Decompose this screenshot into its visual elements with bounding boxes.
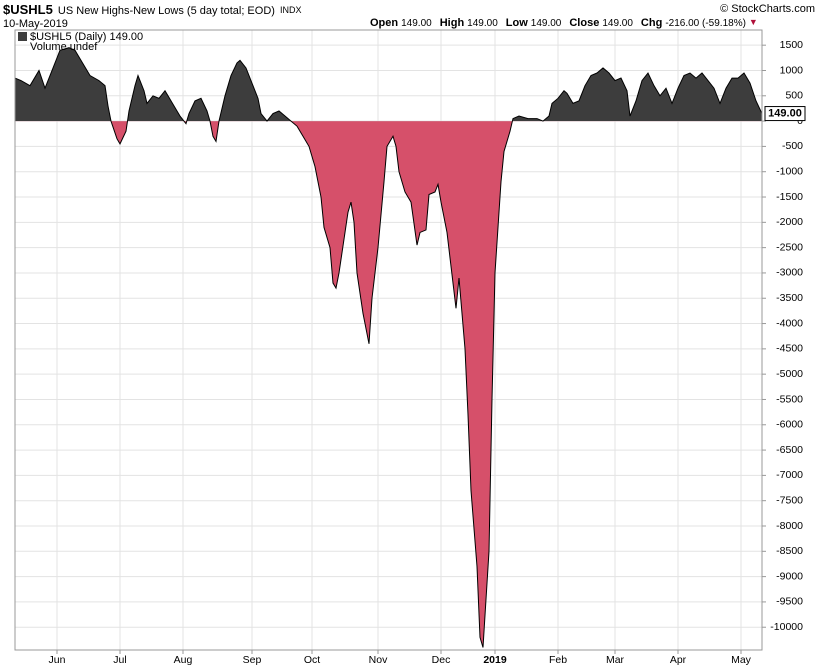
y-tick-label: -8000 bbox=[776, 520, 803, 532]
y-tick-label: 1000 bbox=[780, 64, 804, 76]
y-tick-label: -3000 bbox=[776, 267, 803, 279]
x-tick-label: May bbox=[731, 654, 752, 666]
quote-label: Chg bbox=[641, 17, 662, 29]
y-tick-label: -7000 bbox=[776, 469, 803, 481]
y-tick-label: -9500 bbox=[776, 596, 803, 608]
y-tick-label: -3500 bbox=[776, 292, 803, 304]
quote-line: Open 149.00 High 149.00 Low 149.00 Close 149.00… bbox=[370, 17, 758, 29]
quote-value: 149.00 bbox=[602, 18, 633, 29]
legend-entry: Volume undef bbox=[30, 41, 98, 53]
y-tick-label: -4500 bbox=[776, 343, 803, 355]
x-tick-label: Mar bbox=[606, 654, 625, 666]
x-tick-label: Feb bbox=[549, 654, 567, 666]
quote-label: High bbox=[440, 17, 465, 29]
y-tick-label: -6500 bbox=[776, 444, 803, 456]
y-tick-label: -2500 bbox=[776, 241, 803, 253]
current-value-label: 149.00 bbox=[768, 107, 802, 119]
quote-label: Low bbox=[506, 17, 528, 29]
quote-value: -216.00 (-59.18%) bbox=[665, 18, 746, 29]
series-line bbox=[14, 47, 763, 648]
y-tick-label: -8500 bbox=[776, 545, 803, 557]
x-tick-label: Nov bbox=[369, 654, 388, 666]
legend-icon bbox=[18, 32, 27, 41]
quote-label: Open bbox=[370, 17, 398, 29]
chart-title: US New Highs-New Lows (5 day total; EOD) bbox=[58, 5, 275, 17]
plot-border bbox=[14, 29, 763, 651]
quote-value: 149.00 bbox=[467, 18, 498, 29]
y-tick-label: 500 bbox=[785, 90, 803, 102]
y-tick-label: -7500 bbox=[776, 494, 803, 506]
chart-date: 10-May-2019 bbox=[3, 18, 68, 30]
y-tick-label: -500 bbox=[782, 140, 803, 152]
quote-value: 149.00 bbox=[401, 18, 432, 29]
exchange: INDX bbox=[280, 5, 302, 15]
y-tick-label: -2000 bbox=[776, 216, 803, 228]
x-tick-label: Aug bbox=[174, 654, 193, 666]
y-tick-label: -5000 bbox=[776, 368, 803, 380]
y-tick-label: -4000 bbox=[776, 317, 803, 329]
symbol: $USHL5 bbox=[3, 2, 53, 17]
x-tick-label: Jun bbox=[49, 654, 66, 666]
change-arrow: ▼ bbox=[749, 17, 758, 27]
y-tick-label: -6000 bbox=[776, 419, 803, 431]
quote-value: 149.00 bbox=[531, 18, 562, 29]
legend-entry: $USHL5 (Daily) 149.00 bbox=[30, 31, 143, 43]
credit: © StockCharts.com bbox=[720, 3, 815, 15]
header-line: $USHL5 US New Highs-New Lows (5 day tota… bbox=[3, 2, 302, 17]
area-negative bbox=[111, 121, 513, 648]
x-tick-label: Sep bbox=[243, 654, 262, 666]
x-tick-label: Jul bbox=[113, 654, 126, 666]
y-tick-label: -9000 bbox=[776, 570, 803, 582]
x-tick-label: Oct bbox=[304, 654, 320, 666]
plot-area bbox=[14, 30, 763, 650]
x-tick-label: Apr bbox=[670, 654, 687, 666]
y-tick-label: -1500 bbox=[776, 191, 803, 203]
x-tick-label: 2019 bbox=[483, 654, 507, 666]
y-tick-label: -1000 bbox=[776, 165, 803, 177]
y-tick-label: -10000 bbox=[770, 621, 803, 633]
quote-label: Close bbox=[569, 17, 599, 29]
x-tick-label: Dec bbox=[432, 654, 451, 666]
y-tick-label: -5500 bbox=[776, 393, 803, 405]
y-tick-label: 1500 bbox=[780, 39, 804, 51]
current-value-box bbox=[764, 106, 806, 122]
